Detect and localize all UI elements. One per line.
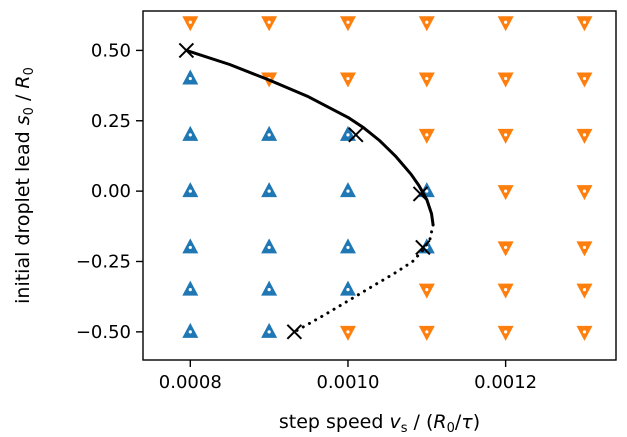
plot-frame: [142, 10, 617, 361]
triangle-down-marker: [497, 128, 514, 144]
y-axis-label: initial droplet lead s0 / R0: [12, 67, 37, 304]
triangle-down-marker: [339, 325, 356, 341]
stable-branch-curve: [184, 48, 435, 227]
triangle-up-marker: [339, 125, 356, 141]
cross-marker: [348, 127, 364, 143]
triangle-up-marker: [339, 280, 356, 296]
y-tick-label: 0.50: [91, 40, 131, 61]
triangle-up-marker: [261, 238, 278, 254]
cross-marker: [286, 324, 303, 340]
triangle-up-marker: [182, 238, 199, 254]
triangle-up-marker: [339, 238, 356, 254]
triangle-down-marker: [576, 241, 593, 257]
triangle-down-marker: [576, 72, 593, 88]
triangle-up-marker: [182, 69, 199, 85]
x-axis-label: step speed vs / (R0/τ): [279, 411, 480, 436]
plot-curves: [184, 48, 435, 334]
triangle-down-marker: [497, 16, 514, 32]
triangle-down-marker: [576, 283, 593, 299]
triangle-down-marker: [418, 128, 435, 144]
triangle-down-marker: [497, 325, 514, 341]
triangle-up-marker: [182, 322, 199, 338]
triangle-down-marker: [576, 16, 593, 32]
y-tick-label: −0.25: [76, 251, 131, 272]
triangle-down-marker: [497, 72, 514, 88]
triangle-up-marker: [261, 125, 278, 141]
x-tick-label: 0.0012: [474, 372, 537, 393]
triangle-up-marker: [339, 182, 356, 198]
cross-marker: [178, 42, 195, 59]
y-tick-label: −0.50: [76, 322, 131, 343]
cross-markers: [178, 42, 431, 340]
cross-marker: [412, 186, 429, 202]
x-tick-label: 0.0010: [316, 372, 379, 393]
triangle-up-marker: [261, 322, 278, 338]
triangle-down-marker: [576, 128, 593, 144]
triangle-down-marker: [339, 72, 356, 88]
triangle-up-marker: [261, 182, 278, 198]
triangle-up-marker: [182, 125, 199, 141]
triangle-up-marker: [182, 182, 199, 198]
unstable-branch-curve: [292, 223, 435, 334]
triangle-down-marker: [418, 72, 435, 88]
triangle-down-marker: [497, 185, 514, 201]
triangle-down-marker: [576, 185, 593, 201]
triangle-down-marker: [261, 16, 278, 32]
cross-marker: [415, 239, 431, 256]
y-tick-label: 0.00: [91, 181, 131, 202]
triangle-down-marker: [418, 283, 435, 299]
triangle-up-marker: [261, 280, 278, 296]
triangle-down-marker: [182, 16, 199, 32]
triangle-down-marker: [497, 241, 514, 257]
plot-marks: [182, 16, 593, 341]
x-tick-label: 0.0008: [159, 372, 222, 393]
y-tick-label: 0.25: [91, 111, 131, 132]
triangle-down-marker: [339, 16, 356, 32]
triangle-down-marker: [418, 325, 435, 341]
triangle-down-marker: [418, 16, 435, 32]
triangle-down-marker: [576, 325, 593, 341]
axis-ticks: 0.0008 0.0010 0.0012 0.50 0.25 0.00 −0.25 −0.50: [76, 40, 537, 393]
triangle-down-marker: [497, 283, 514, 299]
triangle-up-marker: [182, 280, 199, 296]
